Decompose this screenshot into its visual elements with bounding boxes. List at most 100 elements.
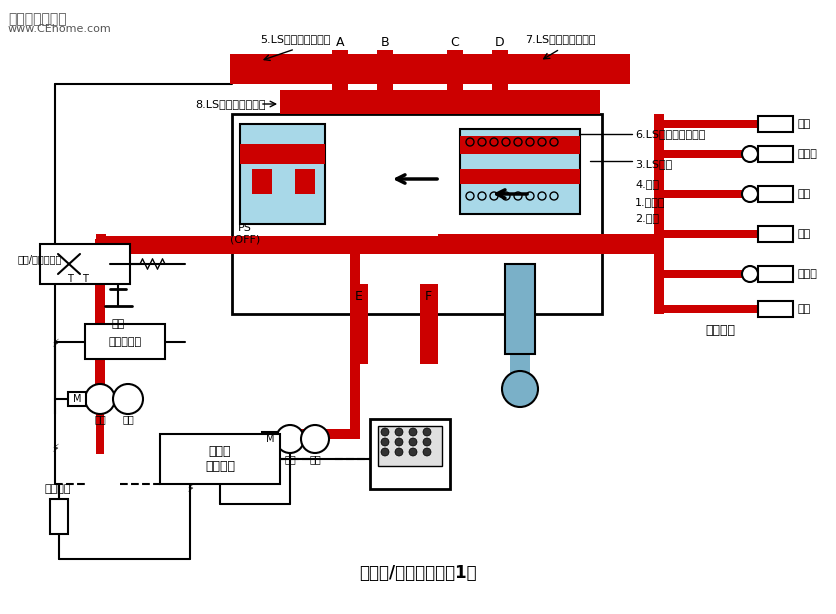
Text: T: T <box>82 274 88 284</box>
Bar <box>658 305 758 313</box>
Text: A: A <box>336 36 344 49</box>
Bar <box>460 129 580 214</box>
Bar <box>758 266 793 282</box>
Text: 铁甲工程机械网: 铁甲工程机械网 <box>8 12 67 26</box>
Text: B: B <box>380 36 390 49</box>
Text: 铲斗: 铲斗 <box>798 304 811 314</box>
Bar <box>460 169 580 184</box>
Bar <box>240 124 325 224</box>
Circle shape <box>409 428 417 436</box>
Text: 后泵: 后泵 <box>309 454 321 464</box>
Bar <box>758 146 793 162</box>
Circle shape <box>381 428 389 436</box>
Text: 6.LS回路（小臂端）: 6.LS回路（小臂端） <box>635 129 706 139</box>
Bar <box>350 284 368 364</box>
Bar <box>252 169 272 194</box>
Bar <box>438 236 658 254</box>
Text: 斗杆: 斗杆 <box>798 119 811 129</box>
Circle shape <box>742 146 758 162</box>
Text: （合流/分流阀油路图1）: （合流/分流阀油路图1） <box>359 564 477 582</box>
Bar <box>492 50 508 90</box>
Text: F: F <box>425 289 432 303</box>
Bar <box>658 270 758 278</box>
Bar <box>232 114 602 314</box>
Bar <box>460 136 580 154</box>
Text: ⚡: ⚡ <box>51 339 59 349</box>
Bar <box>85 324 165 359</box>
Text: ⚡: ⚡ <box>186 484 194 494</box>
Text: 操纵手柄: 操纵手柄 <box>45 484 71 494</box>
Bar <box>658 230 758 238</box>
Bar <box>460 129 580 214</box>
Text: 后泵: 后泵 <box>122 414 134 424</box>
Bar <box>758 186 793 202</box>
Text: 前泵: 前泵 <box>94 414 106 424</box>
Bar <box>758 226 793 242</box>
Bar <box>96 234 106 249</box>
Bar <box>280 98 600 114</box>
Bar <box>95 239 105 399</box>
Text: C: C <box>451 36 459 49</box>
Bar <box>350 239 360 434</box>
Bar <box>378 426 442 466</box>
Circle shape <box>423 438 431 446</box>
Bar <box>280 90 600 98</box>
Bar <box>505 264 535 354</box>
Circle shape <box>395 428 403 436</box>
Bar <box>295 169 315 194</box>
Text: 调速器
泵控制器: 调速器 泵控制器 <box>205 445 235 473</box>
Circle shape <box>742 266 758 282</box>
Circle shape <box>423 448 431 456</box>
Circle shape <box>502 371 538 407</box>
Circle shape <box>113 384 143 414</box>
Text: 8.LS回路（铲斗端）: 8.LS回路（铲斗端） <box>195 99 266 109</box>
Circle shape <box>381 448 389 456</box>
Bar <box>505 264 535 354</box>
Text: PS
(OFF): PS (OFF) <box>230 223 260 245</box>
Text: 油箱: 油箱 <box>111 319 125 329</box>
Bar <box>658 190 758 198</box>
Bar <box>332 50 348 90</box>
Text: 1.主滑阀: 1.主滑阀 <box>635 197 665 207</box>
Circle shape <box>381 438 389 446</box>
Bar <box>240 124 325 224</box>
Text: 7.LS回路（小臂端）: 7.LS回路（小臂端） <box>525 34 595 44</box>
Bar <box>160 434 280 484</box>
Circle shape <box>409 438 417 446</box>
Text: 自压减压阀: 自压减压阀 <box>109 337 141 347</box>
Bar <box>40 244 130 284</box>
Bar <box>96 246 356 254</box>
Text: 主控制阀: 主控制阀 <box>705 324 735 337</box>
Text: T: T <box>67 274 73 284</box>
Bar <box>377 50 393 90</box>
Bar <box>447 50 463 90</box>
Bar <box>240 144 325 164</box>
Bar <box>658 150 758 158</box>
Circle shape <box>85 384 115 414</box>
Text: 4.弹簧: 4.弹簧 <box>635 179 659 189</box>
Circle shape <box>423 428 431 436</box>
Text: 回转: 回转 <box>798 189 811 199</box>
Text: E: E <box>355 289 363 303</box>
Text: 5.LS回路（铲斗端）: 5.LS回路（铲斗端） <box>260 34 330 44</box>
Bar <box>654 114 664 314</box>
Text: www.CEhome.com: www.CEhome.com <box>8 24 112 34</box>
Text: ⚡: ⚡ <box>51 444 59 454</box>
Bar <box>96 244 104 454</box>
Bar <box>420 284 438 364</box>
Circle shape <box>395 448 403 456</box>
Bar <box>370 419 450 489</box>
Bar <box>50 499 68 534</box>
Text: 3.LS滑阀: 3.LS滑阀 <box>635 159 672 169</box>
Bar <box>262 432 278 446</box>
Circle shape <box>301 425 329 453</box>
Bar <box>758 301 793 317</box>
Bar <box>658 120 758 128</box>
Text: 前泵: 前泵 <box>284 454 296 464</box>
Bar <box>350 236 440 254</box>
Text: D: D <box>495 36 505 49</box>
Circle shape <box>409 448 417 456</box>
Text: M: M <box>73 394 81 404</box>
Bar <box>438 234 658 244</box>
Text: 右行走: 右行走 <box>798 149 818 159</box>
